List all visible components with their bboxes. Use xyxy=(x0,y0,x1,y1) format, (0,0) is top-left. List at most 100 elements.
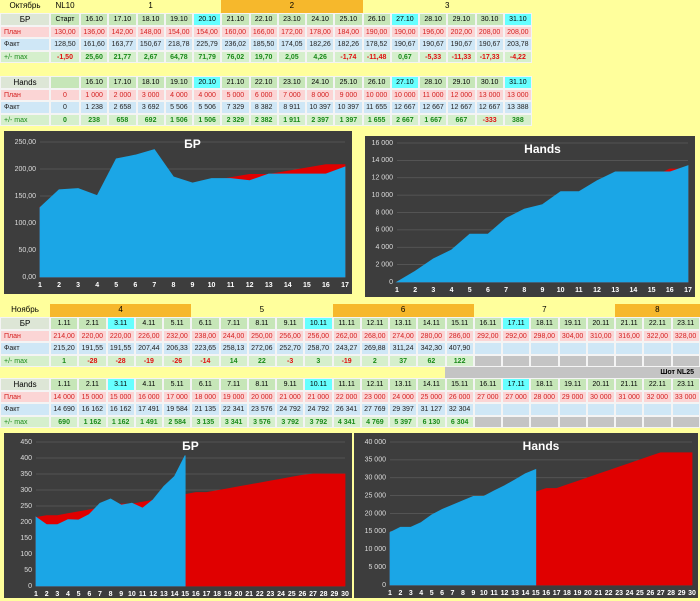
table-cell: 22 341 xyxy=(219,403,248,416)
week-label: 6 xyxy=(332,304,474,317)
date-header: 19.10 xyxy=(164,13,193,26)
table-cell: 28 000 xyxy=(530,390,559,403)
date-header: 12.11 xyxy=(360,317,389,330)
x-tick-label: 9 xyxy=(119,591,123,598)
x-tick-label: 15 xyxy=(181,591,189,598)
x-tick-label: 17 xyxy=(684,287,692,294)
table-cell: 27 769 xyxy=(360,403,389,416)
week-label: 1 xyxy=(148,1,153,10)
x-tick-label: 10 xyxy=(480,590,488,597)
date-header: 18.11 xyxy=(530,378,559,391)
table-cell: -19 xyxy=(134,354,163,367)
x-tick-label: 17 xyxy=(341,282,349,289)
table-cell: 203,78 xyxy=(503,38,532,51)
empty-cell xyxy=(530,415,559,428)
date-header: 21.11 xyxy=(615,378,644,391)
table-cell: 244,00 xyxy=(219,329,248,342)
table-cell: -4,22 xyxy=(503,50,532,63)
date-header: 8.11 xyxy=(247,317,276,330)
week-label: 3 xyxy=(445,1,450,10)
date-header: 11.11 xyxy=(332,317,361,330)
table-cell: 17 491 xyxy=(134,403,163,416)
table-cell: 160,00 xyxy=(221,25,250,38)
y-tick-label: 400 xyxy=(20,455,32,462)
month-label: Ноябрь xyxy=(11,305,39,314)
x-tick-label: 21 xyxy=(594,590,602,597)
x-tick-label: 14 xyxy=(171,591,179,598)
x-tick-label: 18 xyxy=(563,590,571,597)
y-tick-label: 2 000 xyxy=(375,261,393,268)
table-cell: 208,00 xyxy=(475,25,504,38)
table-cell: -3 xyxy=(276,354,305,367)
row-label: +/- max xyxy=(0,354,50,367)
table-cell: -28 xyxy=(106,354,135,367)
empty-cell xyxy=(558,342,587,355)
y-tick-label: 100 xyxy=(20,551,32,558)
date-header: 22.11 xyxy=(643,317,672,330)
chart-title: Hands xyxy=(524,142,561,156)
table-cell: 4 769 xyxy=(360,415,389,428)
date-header: 26.10 xyxy=(362,76,391,89)
empty-cell xyxy=(615,342,644,355)
empty-cell xyxy=(643,342,672,355)
table-cell: 5 506 xyxy=(164,101,193,114)
week-label: 4 xyxy=(50,304,192,317)
table-cell: 7 000 xyxy=(277,88,306,101)
x-tick-label: 18 xyxy=(213,591,221,598)
table-cell: 280,00 xyxy=(417,329,446,342)
table-cell: 1 491 xyxy=(134,415,163,428)
date-header: 7.11 xyxy=(219,378,248,391)
table-cell: 269,88 xyxy=(360,342,389,355)
table-cell: 10 000 xyxy=(390,88,419,101)
table-cell: -1,74 xyxy=(334,50,363,63)
x-tick-label: 3 xyxy=(409,590,413,597)
empty-cell xyxy=(643,354,672,367)
empty-cell xyxy=(615,415,644,428)
table-cell: 128,50 xyxy=(50,38,80,51)
table-cell: 24 792 xyxy=(304,403,333,416)
x-tick-label: 25 xyxy=(636,590,644,597)
date-header: 16.10 xyxy=(80,13,109,26)
table-cell: 190,67 xyxy=(475,38,504,51)
table-cell: 182,26 xyxy=(334,38,363,51)
y-tick-label: 12 000 xyxy=(372,175,394,182)
table-cell: 29 397 xyxy=(389,403,418,416)
x-tick-label: 30 xyxy=(341,591,349,598)
table-cell: 3 341 xyxy=(219,415,248,428)
table-cell: 215,20 xyxy=(50,342,79,355)
date-header: 20.10 xyxy=(193,13,222,26)
table-cell: 190,00 xyxy=(362,25,391,38)
table-cell: 136,00 xyxy=(80,25,109,38)
table-cell: 250,00 xyxy=(247,329,276,342)
x-tick-label: 4 xyxy=(450,287,454,294)
x-tick-label: 20 xyxy=(584,590,592,597)
x-tick-label: 8 xyxy=(109,591,113,598)
table-cell: 150,67 xyxy=(136,38,165,51)
x-tick-label: 30 xyxy=(688,590,696,597)
y-tick-label: 14 000 xyxy=(372,157,394,164)
week-label: 2 xyxy=(221,0,363,13)
x-tick-label: 11 xyxy=(490,590,498,597)
table-cell: 174,05 xyxy=(277,38,306,51)
x-tick-label: 12 xyxy=(501,590,509,597)
table-cell: 310,00 xyxy=(586,329,615,342)
table-cell: 207,44 xyxy=(134,342,163,355)
table-cell: 232,00 xyxy=(163,329,192,342)
table-cell: 1 162 xyxy=(78,415,107,428)
week-label: 5 xyxy=(259,305,265,314)
y-tick-label: 50 xyxy=(24,567,32,574)
x-tick-label: 9 xyxy=(471,590,475,597)
date-header: 28.10 xyxy=(419,76,448,89)
table-cell: 268,00 xyxy=(360,329,389,342)
empty-cell xyxy=(473,354,502,367)
date-header: 12.11 xyxy=(360,378,389,391)
x-tick-label: 14 xyxy=(284,282,292,289)
y-tick-label: 100,00 xyxy=(15,220,37,227)
y-tick-label: 16 000 xyxy=(372,140,394,147)
table-cell: 256,00 xyxy=(304,329,333,342)
table-cell: 190,00 xyxy=(390,25,419,38)
x-tick-label: 1 xyxy=(34,591,38,598)
table-cell: 322,00 xyxy=(643,329,672,342)
date-header: 13.11 xyxy=(389,317,418,330)
date-header: 20.11 xyxy=(586,378,615,391)
